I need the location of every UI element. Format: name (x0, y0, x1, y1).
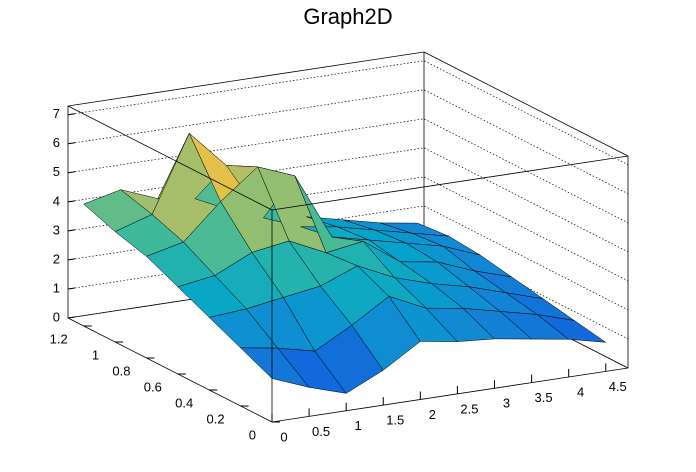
box-edge (67, 317, 273, 423)
x-tick-label: 0 (280, 429, 287, 444)
z-tick-label: 2 (53, 251, 60, 266)
z-tick (67, 229, 76, 232)
x-tick-label: 3 (503, 396, 510, 411)
grid-line (67, 89, 629, 195)
x-tick-label: 1.5 (386, 413, 404, 428)
z-tick-label: 0 (53, 309, 60, 324)
z-tick (67, 142, 76, 145)
y-tick-label: 0.6 (144, 379, 162, 394)
box-edge (67, 51, 425, 107)
z-tick-label: 6 (53, 135, 60, 150)
z-tick (67, 258, 76, 261)
z-tick-label: 3 (53, 222, 60, 237)
z-tick (67, 316, 76, 319)
z-tick-label: 1 (53, 280, 60, 295)
x-tick-label: 2.5 (460, 401, 478, 416)
chart-title: Graph2D (303, 4, 392, 29)
x-tick-label: 1 (355, 418, 362, 433)
x-tick-label: 2 (429, 407, 436, 422)
y-tick-label: 0 (249, 427, 256, 442)
z-tick (67, 171, 76, 174)
y-tick-label: 1 (92, 347, 99, 362)
y-tick-label: 0.8 (112, 363, 130, 378)
z-tick-label: 5 (53, 164, 60, 179)
x-tick-label: 4.5 (609, 379, 627, 394)
z-tick-label: 4 (53, 193, 60, 208)
box-edge (67, 105, 273, 211)
z-tick (67, 113, 76, 116)
x-tick-label: 0.5 (312, 424, 330, 439)
box-edge (271, 155, 629, 211)
y-tick-label: 0.2 (207, 411, 225, 426)
surface-cell (536, 314, 607, 343)
x-tick-label: 3.5 (535, 390, 553, 405)
grid-line (67, 60, 629, 166)
y-tick-label: 0.4 (175, 395, 193, 410)
x-tick-label: 4 (577, 384, 584, 399)
z-tick (67, 200, 76, 203)
z-tick-label: 7 (53, 106, 60, 121)
box-edge (423, 51, 629, 157)
z-tick (67, 287, 76, 290)
y-tick-label: 1.2 (50, 331, 68, 346)
